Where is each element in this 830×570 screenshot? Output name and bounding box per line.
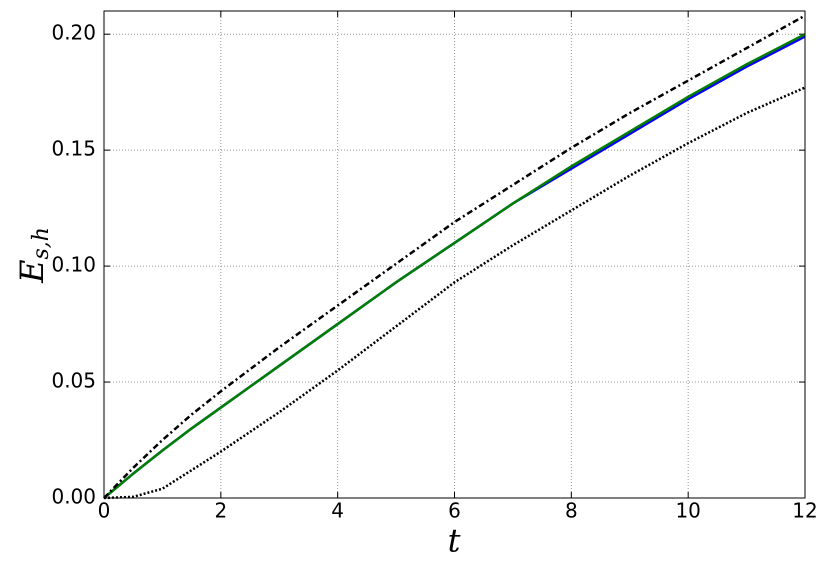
y-axis-label-main: E	[13, 260, 51, 284]
y-axis-label: Es,h	[13, 227, 55, 284]
y-tick-label: 0.10	[51, 253, 96, 277]
y-tick-label: 0.15	[51, 137, 96, 161]
x-tick-label: 0	[98, 499, 111, 523]
x-tick-label: 10	[675, 499, 700, 523]
y-axis-label-sub: s,h	[29, 227, 54, 259]
y-tick-label: 0.20	[51, 21, 96, 45]
y-tick-label: 0.05	[51, 369, 96, 393]
y-tick-label: 0.00	[51, 485, 96, 509]
data-line	[103, 33, 806, 499]
x-tick-label: 8	[565, 499, 578, 523]
plot-frame	[103, 10, 806, 499]
x-tick-label: 2	[214, 499, 227, 523]
x-tick-label: 12	[792, 499, 817, 523]
x-axis-label: t	[448, 522, 461, 560]
data-line	[103, 86, 806, 500]
x-tick-label: 6	[448, 499, 461, 523]
x-tick-label: 4	[331, 499, 344, 523]
